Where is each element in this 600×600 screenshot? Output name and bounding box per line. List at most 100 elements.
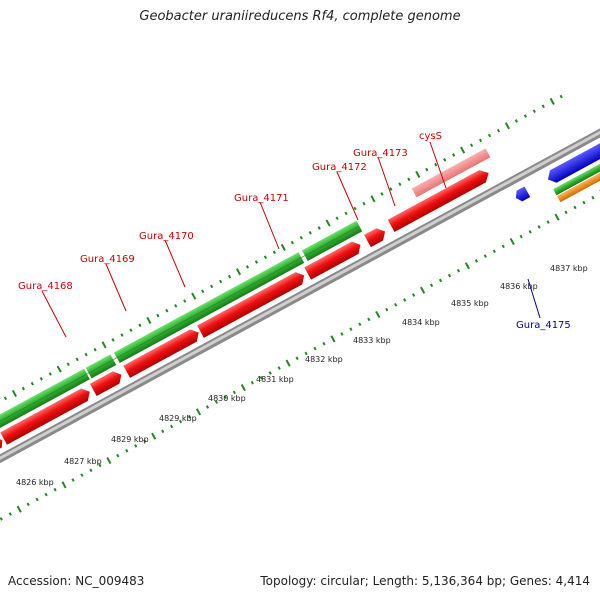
kbp-label-4829: 4829 kbp: [111, 435, 149, 444]
minor-tick: [48, 372, 52, 376]
minor-tick: [26, 502, 30, 507]
minor-tick: [429, 283, 434, 288]
major-tick: [504, 122, 510, 130]
label-Gura_4171: Gura_4171: [234, 193, 289, 204]
minor-tick: [434, 162, 438, 167]
kbp-label-4832: 4832 kbp: [305, 355, 343, 364]
cds-Gura_4172: [304, 241, 361, 280]
kbp-label-4829b: 4829 kbp: [159, 414, 197, 423]
minor-tick: [214, 400, 219, 404]
minor-tick: [564, 210, 568, 215]
minor-tick: [178, 419, 183, 424]
minor-tick: [161, 429, 165, 434]
minor-tick: [268, 371, 272, 375]
minor-tick: [474, 259, 478, 263]
minor-tick: [116, 453, 120, 458]
kbp-label-4831: 4831 kbp: [256, 375, 294, 384]
major-tick: [56, 365, 62, 373]
minor-tick: [227, 274, 232, 279]
minor-tick: [573, 205, 577, 210]
kbp-label-4833: 4833 kbp: [353, 336, 391, 345]
minor-tick: [120, 333, 124, 337]
major-tick: [106, 456, 112, 465]
major-tick: [509, 237, 515, 246]
minor-tick: [8, 512, 12, 516]
minor-tick: [210, 284, 214, 289]
major-tick: [325, 219, 331, 227]
minor-tick: [205, 405, 210, 409]
minor-tick: [492, 249, 496, 254]
minor-tick: [443, 158, 447, 162]
minor-tick: [496, 128, 501, 133]
minor-tick: [232, 390, 236, 395]
minor-tick: [344, 211, 348, 216]
minor-tick: [254, 260, 259, 264]
major-tick: [554, 213, 560, 221]
minor-tick: [174, 304, 178, 308]
minor-tick: [394, 302, 398, 307]
major-tick: [280, 243, 286, 251]
minor-tick: [519, 234, 523, 239]
minor-tick: [277, 366, 281, 370]
outer-tick-row: [3, 94, 563, 401]
minor-tick: [447, 273, 452, 278]
minor-tick: [362, 201, 366, 206]
label-Gura_4168: Gura_4168: [18, 281, 73, 292]
minor-tick: [263, 255, 268, 259]
minor-tick: [523, 114, 527, 118]
cds-cysS: [387, 170, 489, 233]
minor-tick: [478, 138, 483, 143]
gene-labels: Gura_4168 Gura_4169 Gura_4170 Gura_4171 …: [18, 131, 571, 338]
minor-tick: [272, 250, 276, 255]
label-Gura_4173: Gura_4173: [353, 148, 408, 159]
kbp-label-4827: 4827 kbp: [64, 457, 102, 466]
minor-tick: [340, 332, 344, 336]
minor-tick: [546, 220, 550, 224]
minor-tick: [412, 293, 416, 297]
minor-tick: [290, 240, 294, 245]
minor-tick: [21, 386, 25, 391]
minor-tick: [389, 187, 393, 191]
genome-summary-text: Topology: circular; Length: 5,136,364 bp…: [260, 574, 590, 588]
major-tick: [195, 408, 202, 416]
minor-tick: [380, 192, 384, 196]
minor-tick: [559, 94, 563, 99]
label-Gura_4170: Gura_4170: [139, 231, 194, 242]
minor-tick: [322, 341, 326, 346]
minor-tick: [403, 298, 407, 302]
minor-tick: [129, 328, 133, 332]
major-tick: [370, 195, 376, 203]
minor-tick: [532, 109, 536, 113]
major-tick: [415, 170, 421, 178]
minor-tick: [0, 517, 3, 521]
cds-Gura_4168: [0, 388, 90, 445]
kbp-label-4830: 4830 kbp: [208, 394, 246, 403]
orf-orange-reverse: [557, 124, 600, 203]
minor-tick: [438, 278, 443, 283]
minor-tick: [111, 338, 115, 342]
minor-tick: [537, 225, 541, 229]
minor-tick: [183, 299, 187, 303]
minor-tick: [456, 268, 461, 273]
major-tick: [330, 335, 336, 343]
minor-tick: [66, 362, 70, 367]
major-tick: [101, 341, 107, 349]
minor-tick: [125, 448, 129, 453]
minor-tick: [299, 235, 303, 240]
minor-tick: [313, 346, 317, 351]
minor-tick: [501, 244, 505, 249]
minor-tick: [349, 327, 353, 331]
cds-Gura_4175: [515, 186, 531, 202]
cds-Gura_4173: [364, 228, 386, 248]
minor-tick: [487, 133, 492, 138]
kbp-label-4836: 4836 kbp: [500, 282, 538, 291]
minor-tick: [245, 265, 250, 269]
minor-tick: [425, 167, 429, 172]
minor-tick: [317, 226, 321, 230]
feature-cysS-pseudo: [411, 148, 491, 198]
minor-tick: [39, 377, 43, 381]
major-tick: [420, 286, 426, 294]
kbp-label-4837: 4837 kbp: [550, 264, 588, 273]
minor-tick: [367, 317, 371, 322]
